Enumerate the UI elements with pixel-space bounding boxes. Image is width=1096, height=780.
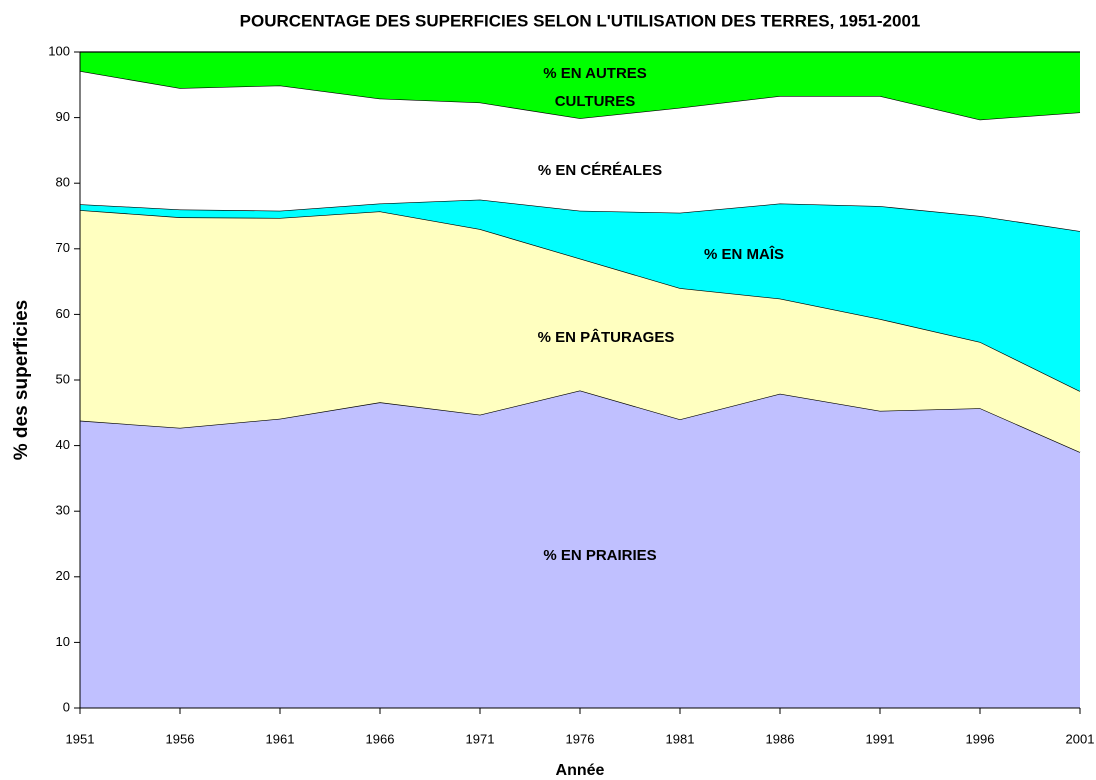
chart-title: POURCENTAGE DES SUPERFICIES SELON L'UTIL… — [240, 11, 921, 30]
series-label: % EN CÉRÉALES — [537, 162, 663, 179]
x-tick-label: 1981 — [666, 731, 695, 746]
y-tick-label: 80 — [56, 175, 70, 190]
y-tick-label: 60 — [56, 306, 70, 321]
x-tick-label: 1986 — [766, 731, 795, 746]
y-axis-label: % des superficies — [11, 300, 32, 461]
x-tick-label: 2001 — [1066, 731, 1095, 746]
x-tick-label: 1961 — [266, 731, 295, 746]
y-tick-label: 10 — [56, 634, 70, 649]
area — [80, 390, 1080, 708]
y-tick-label: 50 — [56, 371, 70, 386]
series-label: % EN MAÎS — [703, 246, 784, 263]
series-label: % EN PÂTURAGES — [537, 329, 675, 346]
y-tick-label: 0 — [63, 699, 70, 714]
x-tick-label: 1976 — [566, 731, 595, 746]
y-tick-label: 100 — [48, 43, 70, 58]
x-tick-label: 1966 — [366, 731, 395, 746]
y-tick-label: 20 — [56, 568, 70, 583]
y-tick-label: 70 — [56, 240, 70, 255]
area — [80, 199, 1080, 392]
series-label: % EN PRAIRIES — [543, 547, 657, 564]
series-label: % EN AUTRES CULTURES — [543, 65, 647, 110]
area — [80, 71, 1080, 232]
area — [80, 210, 1080, 453]
x-tick-label: 1951 — [66, 731, 95, 746]
x-axis-label: Année — [556, 762, 605, 779]
y-tick-label: 90 — [56, 109, 70, 124]
x-tick-label: 1956 — [166, 731, 195, 746]
y-tick-label: 30 — [56, 503, 70, 518]
area — [80, 52, 1080, 120]
y-tick-label: 40 — [56, 437, 70, 452]
x-tick-label: 1996 — [966, 731, 995, 746]
x-tick-label: 1971 — [466, 731, 495, 746]
x-tick-label: 1991 — [866, 731, 895, 746]
